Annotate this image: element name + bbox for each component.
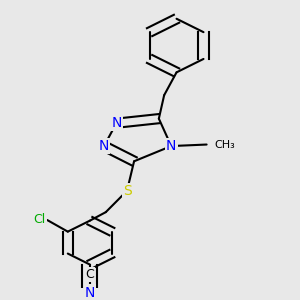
Text: N: N xyxy=(85,286,95,300)
Text: N: N xyxy=(166,139,176,153)
Text: S: S xyxy=(123,184,131,198)
Text: N: N xyxy=(111,116,122,130)
Text: CH₃: CH₃ xyxy=(214,140,235,149)
Text: C: C xyxy=(85,268,94,281)
Text: N: N xyxy=(99,139,109,153)
Text: Cl: Cl xyxy=(33,213,46,226)
